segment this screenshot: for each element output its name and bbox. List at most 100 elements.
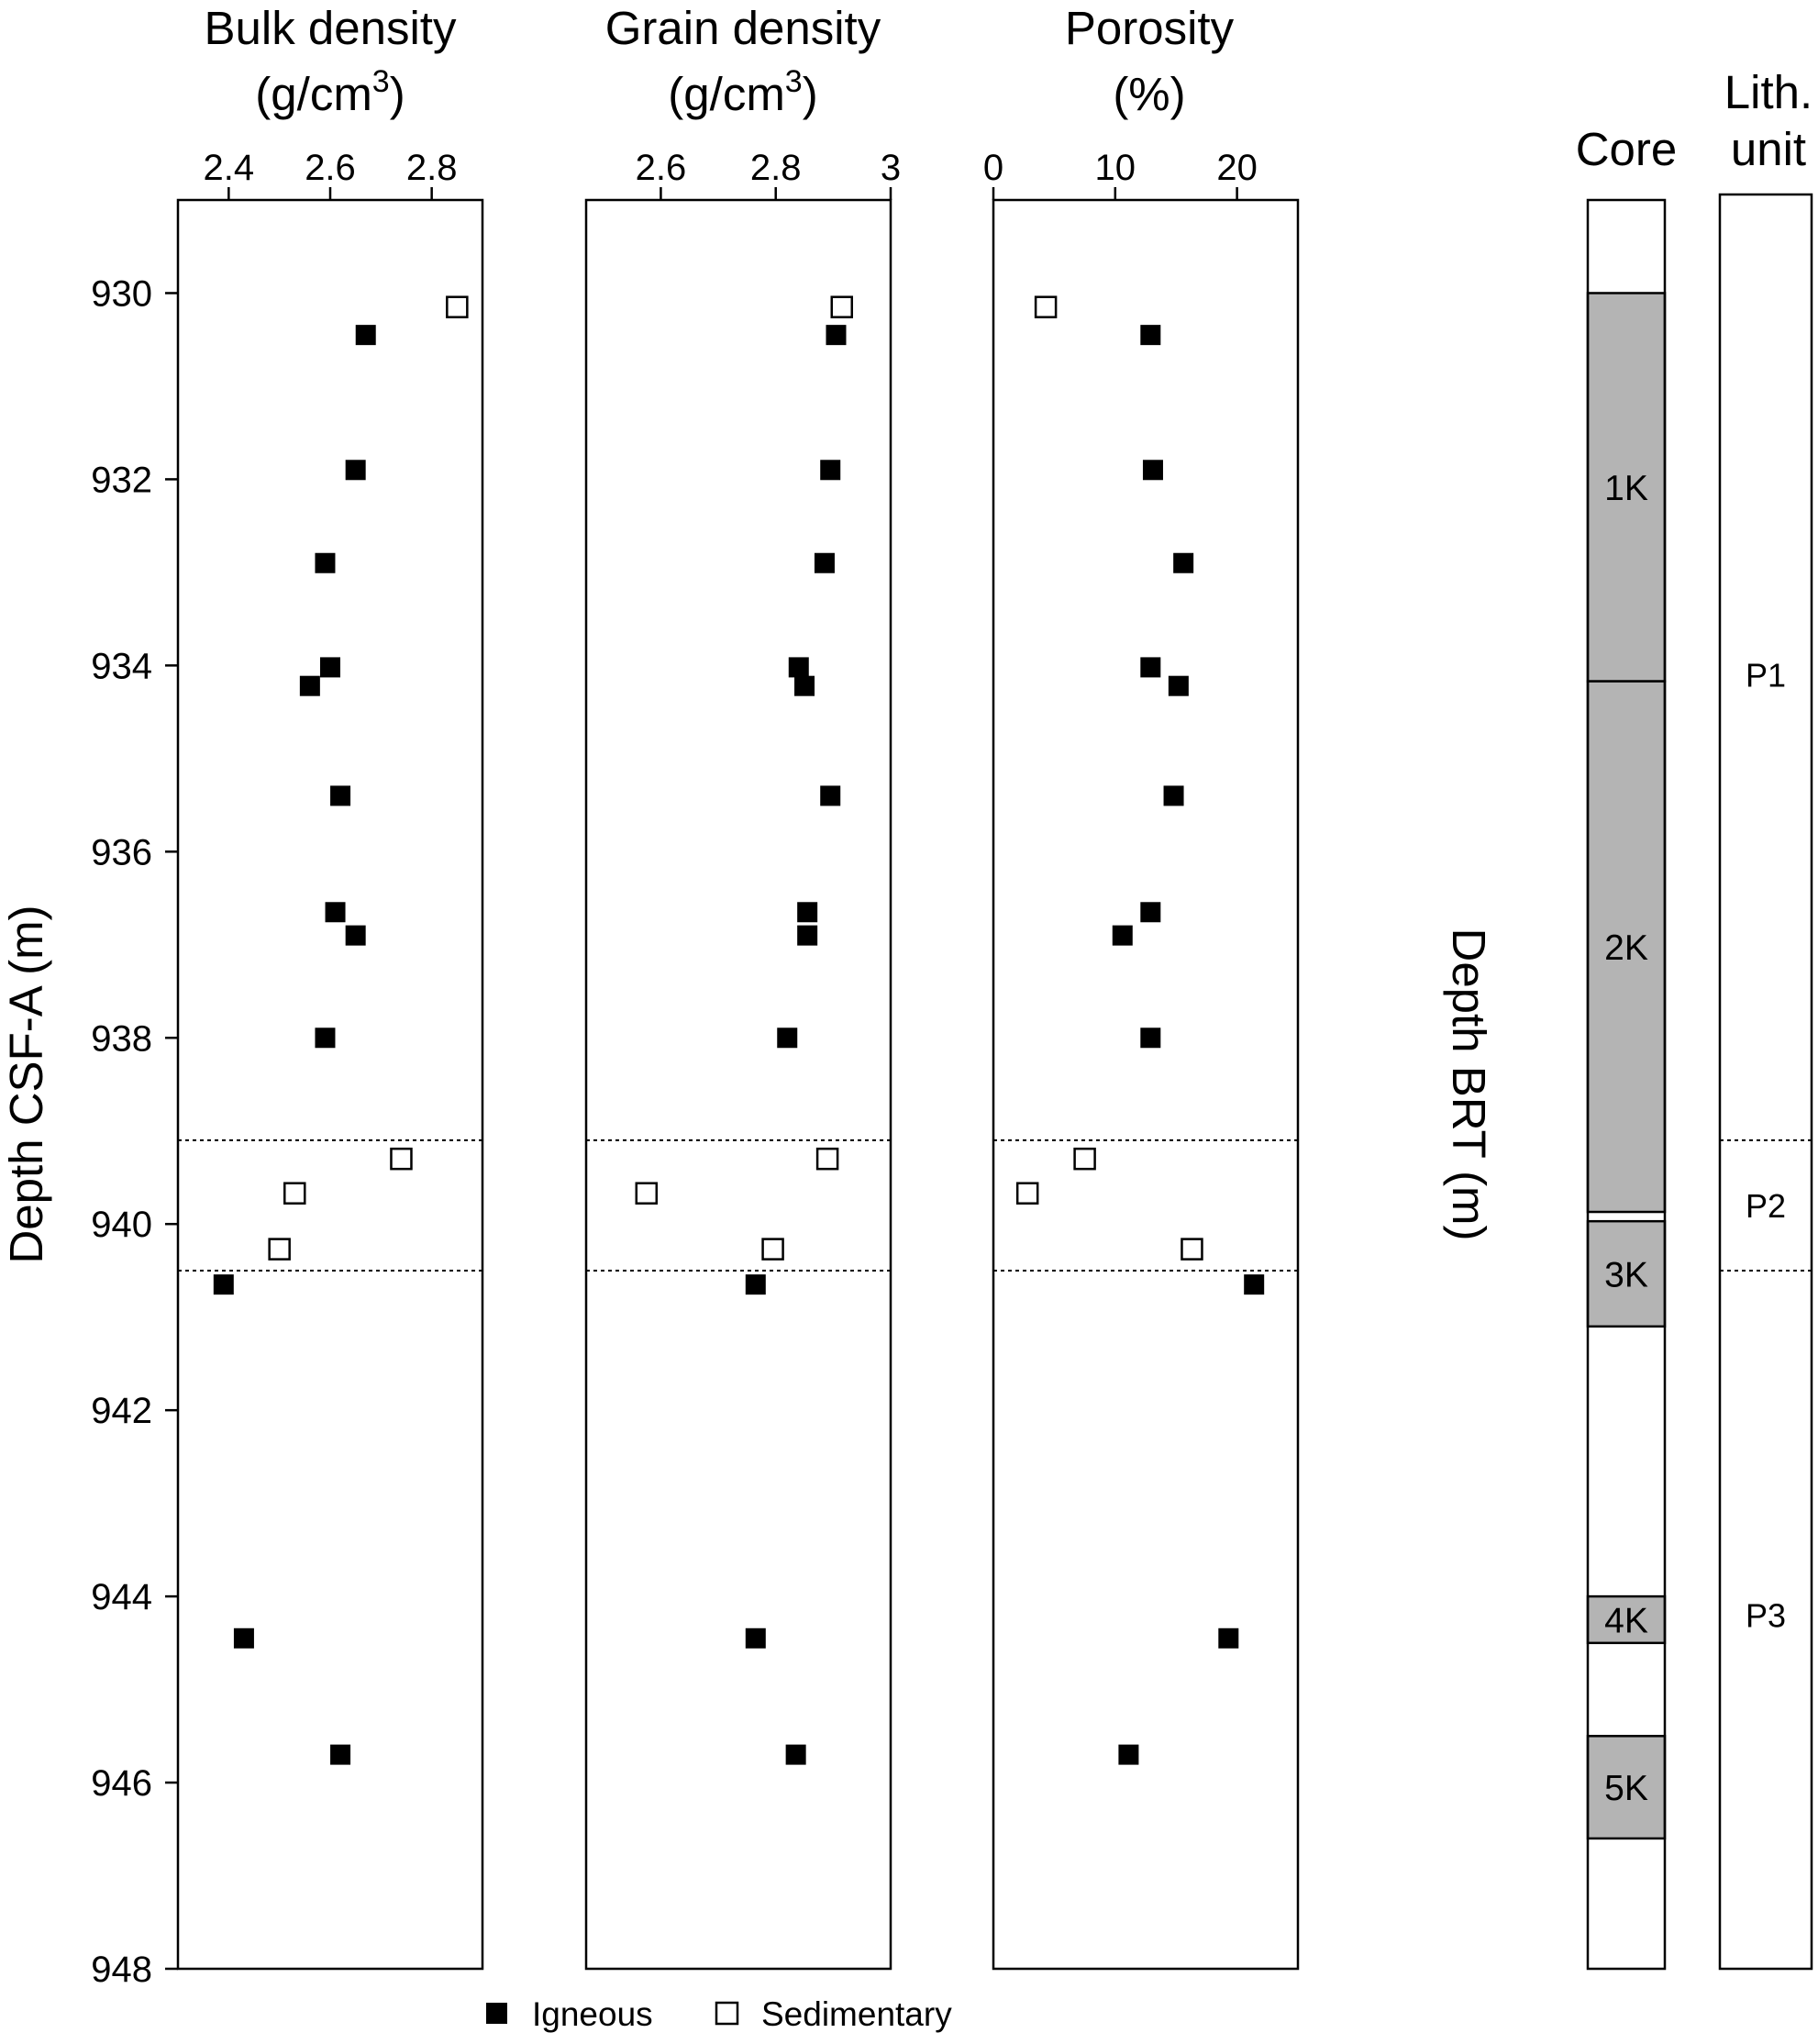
porosity-igneous-point	[1218, 1627, 1239, 1649]
bulk-density-igneous-point	[213, 1274, 234, 1295]
grain-density-igneous-point	[814, 552, 835, 573]
porosity-x-tick-label: 20	[1216, 148, 1258, 188]
boundary-layer	[178, 1139, 1812, 1272]
grain-density-x-tick-label: 3	[881, 148, 901, 188]
y-left-tick-label: 936	[91, 832, 152, 872]
core-segment	[1586, 1219, 1667, 1328]
bulk-density-igneous-point	[345, 460, 366, 481]
lith-unit-header-line2: unit	[1731, 123, 1806, 175]
bulk-density-x-tick-label: 2.8	[406, 148, 458, 188]
grain-density-sedimentary-point	[635, 1182, 659, 1205]
porosity-panel-frame	[992, 198, 1300, 1971]
lith-unit-label: P3	[1746, 1596, 1786, 1634]
porosity-igneous-point	[1168, 675, 1189, 696]
y-left-tick-label: 942	[91, 1391, 152, 1431]
bulk-density-igneous-point	[315, 552, 336, 573]
grain-density-title: Grain density	[605, 2, 881, 54]
porosity-igneous-point	[1163, 785, 1184, 806]
legend-igneous-label: Igneous	[532, 1995, 653, 2033]
grain-density-unit: (g/cm3)	[668, 64, 817, 120]
grain-density-panel-frame	[584, 198, 892, 1971]
legend-igneous-swatch	[486, 2003, 507, 2024]
core-header: Core	[1576, 123, 1678, 175]
lith-unit-column-frame	[1718, 193, 1813, 1971]
porosity-igneous-point	[1140, 1028, 1161, 1049]
core-segment	[1586, 680, 1667, 1214]
porosity-x-tick-label: 0	[983, 148, 1003, 188]
bulk-density-unit: (g/cm3)	[255, 64, 405, 120]
lith-unit-label: P2	[1746, 1187, 1786, 1225]
grain-density-igneous-point	[797, 925, 818, 946]
porosity-igneous-point	[1140, 325, 1161, 346]
porosity-x-tick-label: 10	[1095, 148, 1136, 188]
porosity-sedimentary-point	[1015, 1182, 1039, 1205]
core-segment	[1586, 1735, 1667, 1840]
bulk-density-title: Bulk density	[205, 2, 457, 54]
bulk-density-igneous-point	[355, 325, 376, 346]
porosity-igneous-point	[1140, 902, 1161, 923]
core-segment-label: 2K	[1604, 928, 1648, 968]
y-axis-label-left: Depth CSF-A (m)	[0, 905, 52, 1263]
lith-unit-label: P1	[1746, 657, 1786, 694]
bulk-density-sedimentary-point	[390, 1147, 413, 1171]
porosity-sedimentary-point	[1181, 1238, 1203, 1261]
legend-sedimentary-swatch	[715, 2001, 739, 2026]
bulk-density-igneous-point	[325, 902, 346, 923]
porosity-sedimentary-point	[1034, 295, 1058, 318]
legend-sedimentary-label: Sedimentary	[761, 1995, 952, 2033]
bulk-density-panel-frame	[176, 198, 484, 1971]
porosity-igneous-point	[1118, 1744, 1139, 1765]
bulk-density-igneous-point	[330, 785, 351, 806]
y-left-tick-label: 934	[91, 646, 152, 686]
y-left-tick-label: 938	[91, 1018, 152, 1059]
porosity-igneous-point	[1142, 460, 1163, 481]
grain-density-igneous-point	[785, 1744, 806, 1765]
lith-unit-labels: P1 P2 P3	[1746, 657, 1786, 1635]
core-column-frame	[1586, 198, 1667, 1971]
core-segment-label: 5K	[1604, 1769, 1648, 1808]
y-left-tick-label: 932	[91, 460, 152, 500]
grain-density-igneous-point	[788, 657, 809, 678]
porosity-sedimentary-point	[1073, 1147, 1096, 1171]
grain-density-igneous-point	[794, 675, 815, 696]
bulk-density-x-tick-label: 2.6	[305, 148, 356, 188]
y-left-tick-label: 948	[91, 1950, 152, 1990]
porosity-igneous-point	[1244, 1274, 1265, 1295]
lith-unit-header-line1: Lith.	[1724, 66, 1812, 118]
bulk-density-x-tick-label: 2.4	[204, 148, 255, 188]
bulk-density-igneous-point	[345, 925, 366, 946]
y-axis-label-right: Depth BRT (m)	[1443, 928, 1495, 1240]
bulk-density-igneous-point	[330, 1744, 351, 1765]
bulk-density-igneous-point	[233, 1627, 254, 1649]
core-segment-label: 1K	[1604, 469, 1648, 508]
porosity-title: Porosity	[1065, 2, 1235, 54]
bulk-density-igneous-point	[320, 657, 340, 678]
y-left-tick-label: 930	[91, 273, 152, 314]
bulk-density-sedimentary-point	[268, 1238, 291, 1261]
grain-density-igneous-point	[777, 1028, 798, 1049]
y-left-tick-label: 940	[91, 1205, 152, 1245]
bulk-density-igneous-point	[299, 675, 320, 696]
bulk-density-igneous-point	[315, 1028, 336, 1049]
core-segment-label: 3K	[1604, 1255, 1648, 1294]
core-segment	[1586, 292, 1667, 683]
grain-density-x-tick-label: 2.6	[636, 148, 687, 188]
grain-density-sedimentary-point	[815, 1147, 839, 1171]
grain-density-igneous-point	[745, 1274, 766, 1295]
grain-density-x-tick-label: 2.8	[750, 148, 802, 188]
grain-density-igneous-point	[745, 1627, 766, 1649]
grain-density-sedimentary-point	[761, 1238, 784, 1261]
grain-density-igneous-point	[826, 325, 847, 346]
grain-density-sedimentary-point	[830, 295, 854, 318]
porosity-igneous-point	[1112, 925, 1133, 946]
y-left-tick-label: 944	[91, 1577, 152, 1617]
marker-layer	[213, 295, 1265, 1765]
porosity-unit: (%)	[1113, 68, 1185, 120]
grain-density-igneous-point	[797, 902, 818, 923]
bulk-density-sedimentary-point	[446, 295, 469, 318]
bulk-density-sedimentary-point	[283, 1182, 306, 1205]
porosity-igneous-point	[1140, 657, 1161, 678]
tick-layer: 9309329349369389409429449469487850785278…	[91, 148, 1258, 1990]
y-left-tick-label: 946	[91, 1763, 152, 1804]
